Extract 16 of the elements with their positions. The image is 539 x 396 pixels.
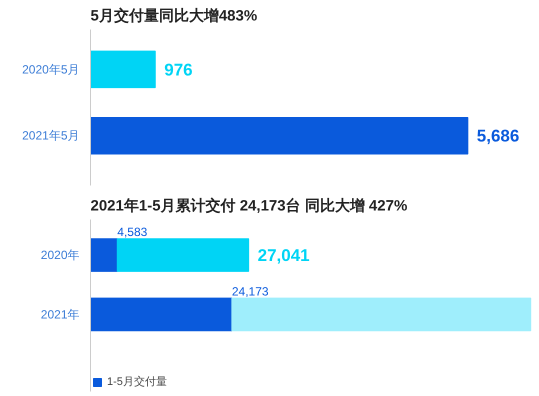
chart-title: 2021年1-5月累计交付 24,173台 同比大增 427%	[90, 196, 408, 214]
chart-title: 5月交付量同比大增483%	[90, 6, 258, 24]
y-tick-label: 2021年	[40, 307, 80, 322]
bar	[90, 298, 232, 332]
y-tick-label: 2020年	[40, 248, 80, 262]
bar	[116, 238, 250, 272]
data-label: 976	[164, 60, 193, 80]
bar	[90, 238, 118, 272]
data-label: 4,583	[117, 225, 148, 240]
total-label: 27,041	[258, 246, 310, 266]
bar	[231, 298, 532, 332]
data-label: 24,173	[232, 284, 269, 298]
y-tick-label: 2021年5月	[22, 128, 80, 143]
y-tick-label: 2020年5月	[22, 62, 80, 76]
legend-label: 1-5月交付量	[107, 374, 167, 389]
data-label: 5,686	[476, 126, 520, 146]
